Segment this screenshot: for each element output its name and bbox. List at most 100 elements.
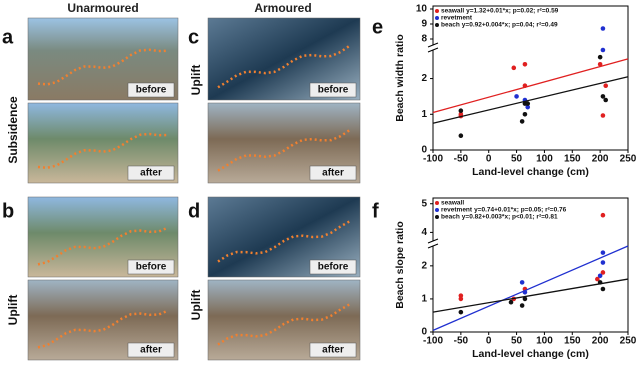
- legend-marker: [435, 23, 439, 27]
- side-label: Uplift: [189, 290, 203, 321]
- panel-letter: f: [372, 200, 379, 222]
- data-point: [595, 276, 600, 282]
- y-tick-label: 4: [421, 227, 427, 238]
- legend-entry: beach: [441, 22, 460, 29]
- photo-tag: before: [318, 85, 349, 96]
- side-label: Uplift: [189, 65, 203, 96]
- panel-letter: c: [188, 26, 199, 48]
- legend-marker: [435, 208, 439, 212]
- data-point: [522, 290, 528, 295]
- legend-marker: [435, 16, 439, 20]
- data-point: [458, 133, 464, 139]
- data-point: [519, 119, 525, 124]
- axis-break-gap: [429, 45, 437, 50]
- data-point: [525, 101, 531, 106]
- data-point: [597, 54, 603, 60]
- data-point: [508, 299, 514, 305]
- data-point: [600, 286, 606, 292]
- shoreline-marker: [217, 303, 351, 346]
- data-point: [600, 113, 606, 118]
- x-tick-label: 150: [564, 336, 581, 347]
- tag-box: [127, 342, 175, 358]
- column-header: Unarmoured: [67, 1, 138, 15]
- legend-equation: y=0.82+0.003*x; p<0.01; r²=0.81: [462, 214, 558, 221]
- legend-equation: y=0.74+0.01*x; p=0.05; r²=0.76: [474, 207, 567, 214]
- photo-tag: after: [140, 168, 162, 179]
- legend-entry: seawall: [441, 8, 464, 15]
- legend-marker: [435, 9, 439, 13]
- y-axis-label: Beach width ratio: [394, 34, 406, 122]
- panel-letter: a: [2, 26, 14, 48]
- panel-letter: b: [2, 200, 14, 222]
- data-point: [458, 296, 464, 302]
- x-tick-label: 150: [564, 154, 581, 165]
- photo-tag: after: [322, 168, 344, 179]
- axis-break: [427, 243, 439, 249]
- x-tick-label: 0: [486, 336, 492, 347]
- legend-equation: y=1.32+0.01*x; p=0.02; r²=0.59: [466, 8, 559, 15]
- data-point: [525, 104, 531, 110]
- data-point: [519, 280, 525, 285]
- data-point: [600, 26, 606, 31]
- y-tick-label: 2: [421, 260, 427, 271]
- tag-box: [309, 165, 357, 181]
- photo-tag: before: [136, 85, 167, 96]
- data-point: [522, 61, 528, 67]
- x-tick-label: -50: [454, 154, 469, 165]
- data-point: [603, 97, 609, 103]
- data-point: [511, 65, 517, 71]
- photo-tag: before: [318, 262, 349, 273]
- tag-box: [127, 165, 175, 181]
- x-tick-label: 250: [620, 154, 637, 165]
- legend-entry: revetment: [441, 15, 473, 22]
- plot-frame: [432, 197, 629, 333]
- data-point: [458, 108, 464, 114]
- x-tick-label: 100: [536, 154, 553, 165]
- x-tick-label: -100: [423, 154, 443, 165]
- legend-entry: revetment: [441, 207, 473, 214]
- charts: e Beach width ratio Land-level change (cm)…: [372, 4, 637, 360]
- side-label: Subsidence: [6, 96, 20, 164]
- column-header: Armoured: [254, 1, 311, 15]
- x-tick-label: 250: [620, 336, 637, 347]
- legend-equation: y=0.92+0.004*x; p=0.04; r²=0.49: [462, 22, 558, 29]
- axis-break: [427, 238, 439, 244]
- photo-tag: after: [322, 345, 344, 356]
- data-point: [600, 212, 606, 218]
- y-tick-label: 1: [421, 294, 427, 305]
- legend-marker: [435, 201, 439, 205]
- x-tick-label: 200: [592, 336, 609, 347]
- trend-line: [432, 278, 629, 313]
- panel-letter: d: [188, 200, 200, 222]
- shoreline-marker: [217, 220, 351, 263]
- x-tick-label: 200: [592, 154, 609, 165]
- tag-box: [309, 259, 357, 275]
- side-label: Uplift: [6, 295, 20, 326]
- x-axis-label: Land-level change (cm): [472, 348, 589, 360]
- data-point: [600, 260, 606, 265]
- y-tick-label: 8: [421, 34, 427, 45]
- data-point: [600, 94, 606, 99]
- data-point: [600, 270, 606, 275]
- shoreline-marker: [217, 44, 351, 89]
- data-point: [458, 309, 464, 315]
- axis-break: [427, 47, 439, 53]
- axis-break: [427, 42, 439, 48]
- tag-box: [127, 259, 175, 275]
- data-point: [514, 94, 519, 99]
- panel-letter: e: [372, 16, 383, 38]
- legend-marker: [435, 215, 439, 219]
- y-axis-label: Beach slope ratio: [394, 221, 406, 309]
- photo-tag: before: [136, 262, 167, 273]
- y-tick-label: 1: [421, 109, 427, 120]
- data-point: [458, 293, 464, 298]
- x-axis-label: Land-level change (cm): [472, 166, 589, 178]
- shoreline-marker: [217, 128, 351, 172]
- legend-entry: beach: [441, 214, 460, 221]
- y-tick-label: 2: [421, 73, 427, 84]
- x-tick-label: 0: [486, 154, 492, 165]
- data-point: [522, 83, 528, 89]
- data-point: [603, 83, 609, 89]
- trend-line: [432, 245, 629, 331]
- tag-box: [309, 342, 357, 358]
